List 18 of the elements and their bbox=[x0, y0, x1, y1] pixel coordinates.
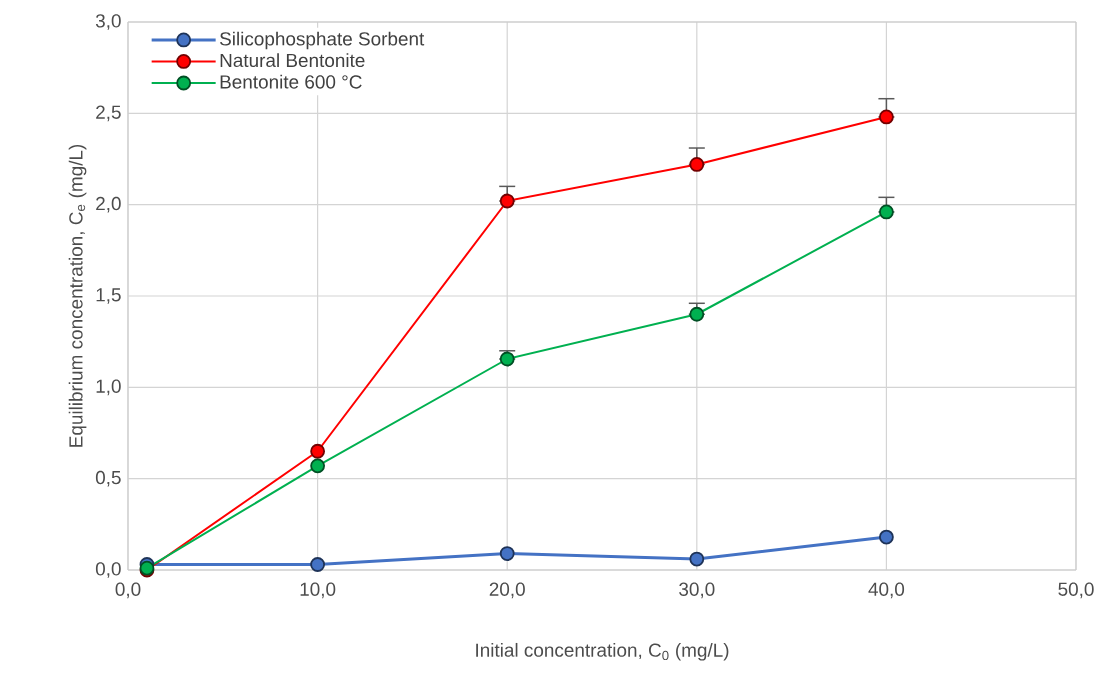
x-tick-label: 10,0 bbox=[300, 582, 336, 599]
y-tick-label: 2,0 bbox=[96, 196, 121, 213]
x-tick-label: 50,0 bbox=[1058, 582, 1094, 599]
x-tick-label: 40,0 bbox=[868, 582, 905, 599]
y-tick-label: 0,0 bbox=[95, 562, 121, 578]
x-tick-label: 30,0 bbox=[679, 582, 715, 599]
y-tick-label: 1,5 bbox=[96, 288, 121, 304]
x-tick-label: 20,0 bbox=[489, 582, 525, 599]
legend-label: Natural Bentonite bbox=[220, 53, 365, 68]
y-tick-label: 1,0 bbox=[96, 379, 121, 396]
y-tick-label: 0,5 bbox=[95, 470, 121, 487]
y-tick-label: 3,0 bbox=[95, 14, 121, 30]
legend-label: Bentonite 600 °C bbox=[220, 74, 362, 89]
y-axis-title: Equilibrium concentration, C$_{e}$ (mg/L) bbox=[68, 144, 87, 447]
legend-label: Silicophosphate Sorbent bbox=[220, 31, 425, 50]
x-axis-title: Initial concentration, C$_{0}$ (mg/L) bbox=[476, 642, 729, 661]
y-tick-label: 2,5 bbox=[96, 105, 121, 122]
x-tick-label: 0,0 bbox=[115, 582, 141, 599]
